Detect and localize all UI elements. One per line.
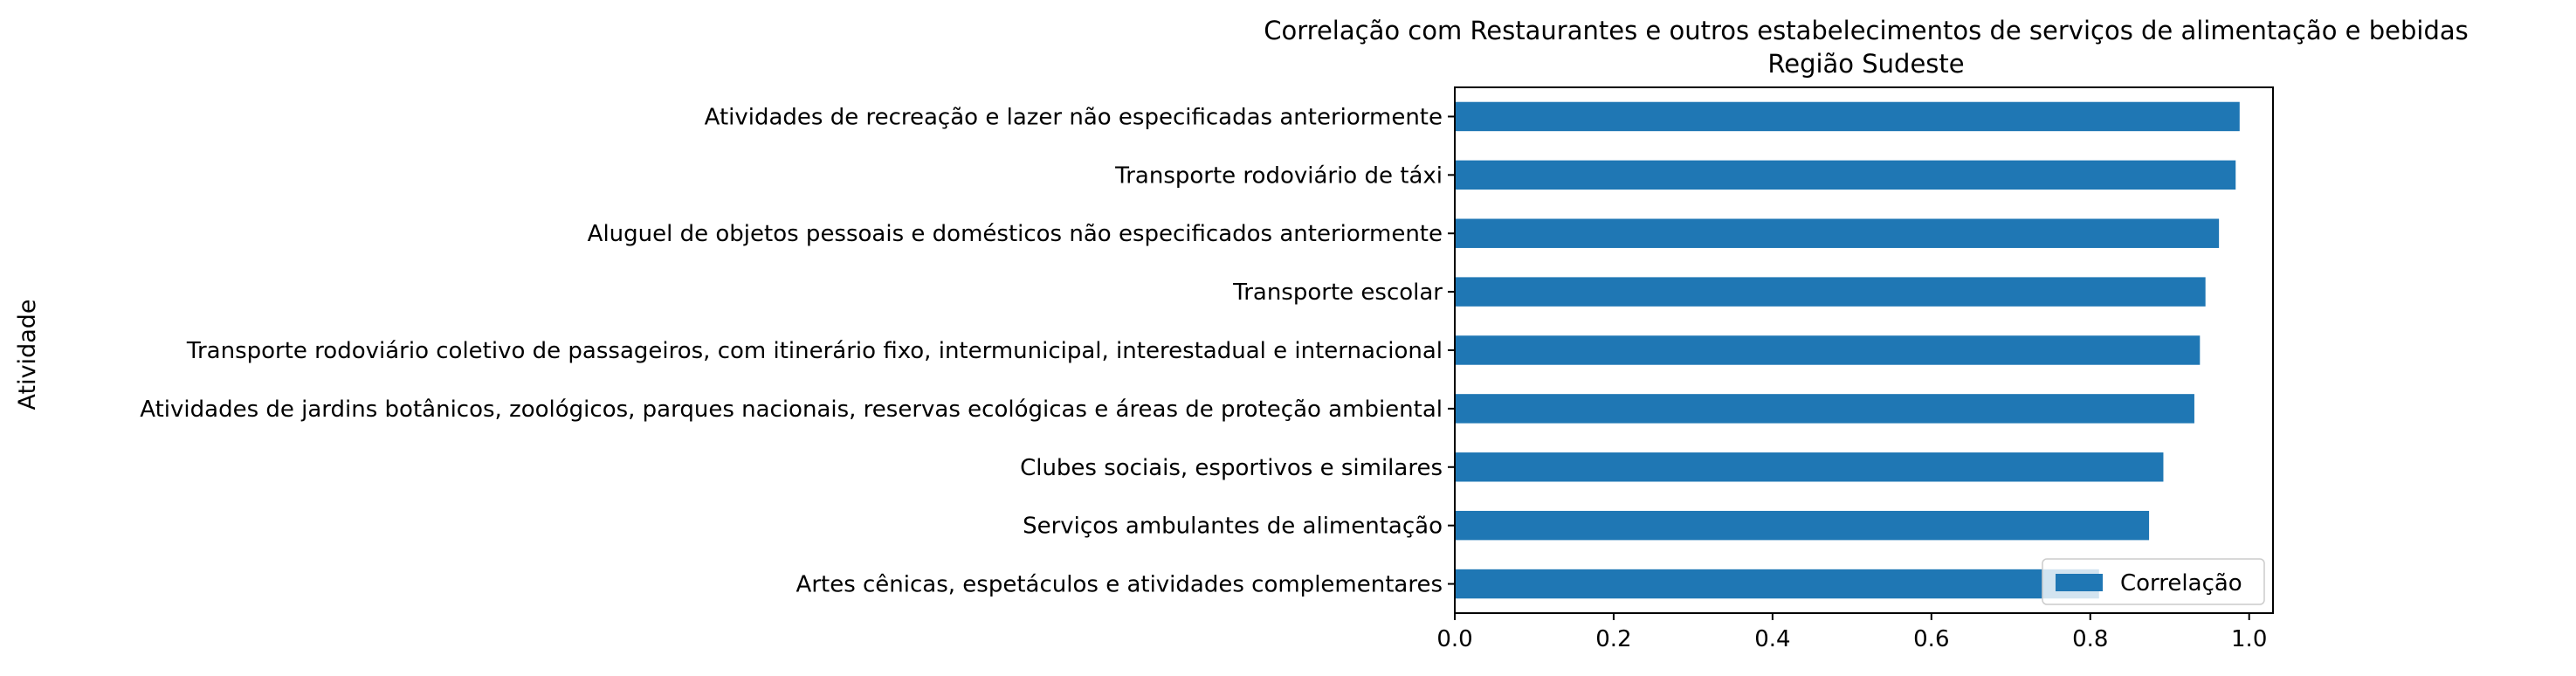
category-label: Atividades de recreação e lazer não espe…	[705, 104, 1443, 130]
bar	[1455, 510, 2150, 541]
x-tick-label: 0.8	[2072, 626, 2108, 652]
x-tick-label: 1.0	[2231, 626, 2267, 652]
bar	[1455, 335, 2201, 365]
category-label: Transporte escolar	[1232, 279, 1443, 306]
category-labels: Atividades de recreação e lazer não espe…	[140, 104, 1455, 598]
category-label: Aluguel de objetos pessoais e domésticos…	[588, 221, 1443, 247]
category-label: Artes cênicas, espetáculos e atividades …	[796, 572, 1443, 598]
legend-label: Correlação	[2120, 570, 2242, 597]
x-tick-label: 0.0	[1436, 626, 1472, 652]
bar	[1455, 218, 2220, 248]
bars-group	[1455, 101, 2240, 599]
bar	[1455, 160, 2236, 190]
x-axis-ticks: 0.0 0.2 0.4 0.6 0.8 1.0	[1436, 613, 2267, 652]
legend-box	[2042, 558, 2265, 605]
legend[interactable]: Correlação	[2042, 558, 2265, 605]
chart-subtitle: Região Sudeste	[1767, 49, 1964, 79]
x-tick-label: 0.6	[1913, 626, 1949, 652]
category-label: Transporte rodoviário de táxi	[1114, 162, 1443, 189]
category-label: Clubes sociais, esportivos e similares	[1020, 455, 1443, 481]
bar	[1455, 569, 2099, 599]
category-label: Transporte rodoviário coletivo de passag…	[186, 338, 1443, 364]
category-label: Serviços ambulantes de alimentação	[1023, 514, 1443, 540]
x-tick-label: 0.4	[1754, 626, 1790, 652]
chart-title: Correlação com Restaurantes e outros est…	[1264, 16, 2468, 45]
bar	[1455, 452, 2164, 482]
category-label: Atividades de jardins botânicos, zoológi…	[140, 397, 1443, 423]
legend-swatch	[2056, 574, 2103, 591]
x-tick-label: 0.2	[1595, 626, 1631, 652]
bar	[1455, 277, 2206, 307]
bar	[1455, 394, 2194, 424]
y-axis-label: Atividade	[14, 300, 41, 410]
plot-frame	[1454, 86, 2274, 614]
bar	[1455, 101, 2240, 132]
